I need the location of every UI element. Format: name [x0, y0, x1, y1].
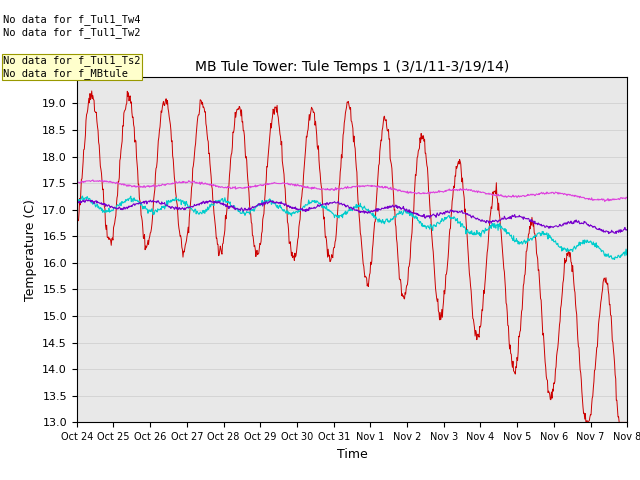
Title: MB Tule Tower: Tule Temps 1 (3/1/11-3/19/14): MB Tule Tower: Tule Temps 1 (3/1/11-3/19… [195, 60, 509, 74]
Text: No data for f_Tul1_Ts2
No data for f_MBtule: No data for f_Tul1_Ts2 No data for f_MBt… [3, 55, 141, 79]
Y-axis label: Temperature (C): Temperature (C) [24, 199, 36, 300]
Text: No data for f_Tul1_Tw4
No data for f_Tul1_Tw2: No data for f_Tul1_Tw4 No data for f_Tul… [3, 14, 141, 38]
X-axis label: Time: Time [337, 448, 367, 461]
